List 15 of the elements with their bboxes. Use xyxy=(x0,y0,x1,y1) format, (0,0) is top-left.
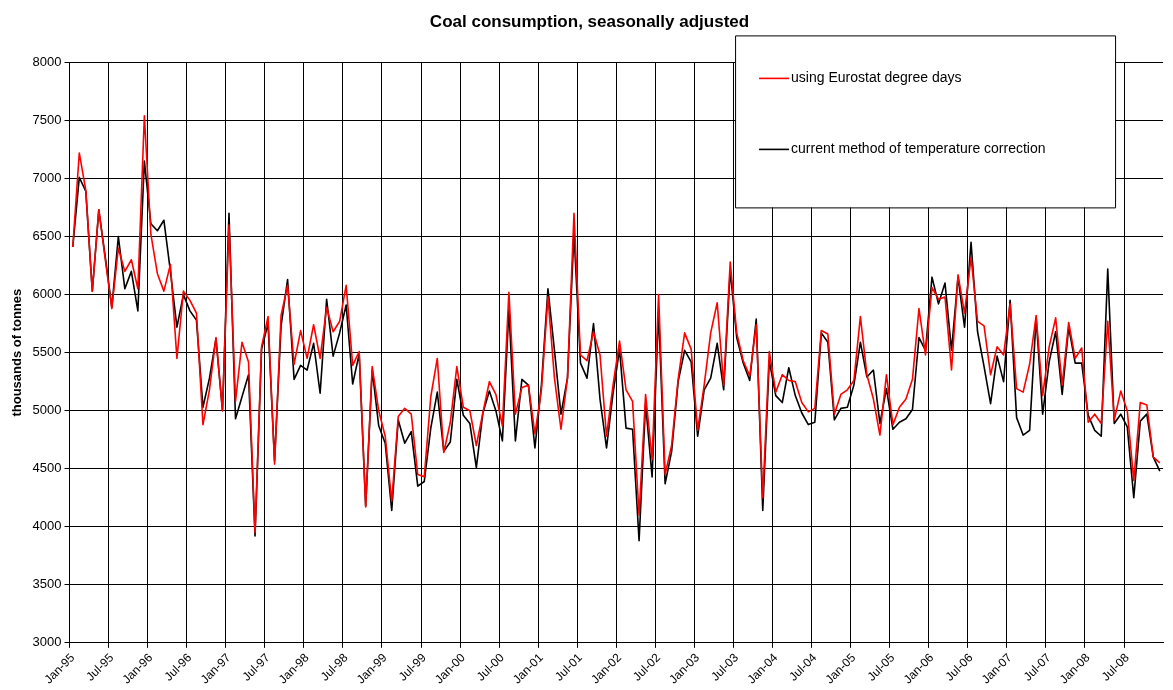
y-tick-label: 7000 xyxy=(32,170,62,186)
y-tick-label: 6500 xyxy=(32,228,62,244)
legend-label: current method of temperature correction xyxy=(791,140,1046,157)
y-tick-label: 6000 xyxy=(32,286,62,302)
y-tick-label: 4500 xyxy=(32,460,62,476)
y-axis-title: thousands of tonnes xyxy=(9,288,25,417)
y-tick-label: 5500 xyxy=(32,344,62,360)
legend-label: using Eurostat degree days xyxy=(791,69,962,86)
y-tick-label: 5000 xyxy=(32,402,62,418)
y-tick-label: 4000 xyxy=(32,518,62,534)
y-tick-label: 7500 xyxy=(32,112,62,128)
y-tick-label: 3000 xyxy=(32,634,62,650)
chart-title: Coal consumption, seasonally adjusted xyxy=(429,11,750,31)
y-tick-label: 8000 xyxy=(32,53,62,69)
y-tick-label: 3500 xyxy=(32,576,62,592)
